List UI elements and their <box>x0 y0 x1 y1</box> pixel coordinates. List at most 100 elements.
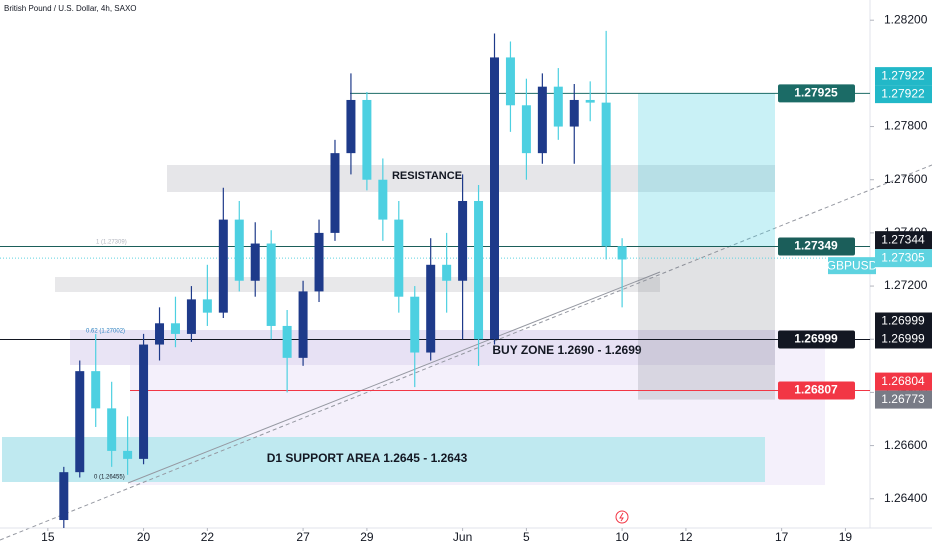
candle-body <box>442 264 452 281</box>
candle-body <box>458 200 468 281</box>
candle-body <box>298 291 308 358</box>
candle-body <box>362 99 372 180</box>
x-tick-label: 29 <box>360 530 374 544</box>
x-tick-label: 15 <box>41 530 55 544</box>
x-tick-label: 12 <box>679 530 693 544</box>
candle-body <box>266 243 276 326</box>
y-tick-label: 1.28200 <box>884 12 928 26</box>
candle-body <box>314 232 324 292</box>
candle-body <box>346 99 356 154</box>
candle-body <box>202 299 212 313</box>
axis-tag: 1.26773 <box>875 390 932 409</box>
price-line-label: 1.27349 <box>794 239 838 253</box>
zone-label: D1 SUPPORT AREA 1.2645 - 1.2643 <box>267 451 468 465</box>
axis-tag-bg <box>875 231 932 250</box>
fib-label: 0 (1.26455) <box>94 475 125 481</box>
candle-body <box>553 86 563 127</box>
y-tick-label: 1.27200 <box>884 278 928 292</box>
position-target <box>638 93 775 247</box>
buy-zone <box>70 330 775 365</box>
fib-label: 0.62 (1.27002) <box>86 329 125 335</box>
candle-body <box>474 200 484 340</box>
candle-body <box>569 99 579 127</box>
event-icon-bolt <box>619 512 624 522</box>
axis-tag-bg <box>875 372 932 391</box>
axis-tag: 1.26999 <box>875 330 932 349</box>
axis-tag: 1.26804 <box>875 372 932 391</box>
candle-body <box>330 153 340 233</box>
candle-body <box>186 299 196 334</box>
axis-tag-bg <box>875 67 932 86</box>
position-stop <box>638 246 775 400</box>
axis-tag: 1.27922 <box>875 85 932 104</box>
axis-tag-label: 1.26804 <box>881 374 925 388</box>
candle-body <box>139 344 149 459</box>
x-tick-label: 20 <box>137 530 151 544</box>
y-tick-label: 1.27600 <box>884 172 928 186</box>
axis-tag-bg <box>875 85 932 104</box>
candle-body <box>282 325 292 358</box>
x-tick-label: 17 <box>775 530 789 544</box>
y-tick-label: 1.27800 <box>884 119 928 133</box>
candle-body <box>250 243 260 281</box>
price-line-label: 1.27925 <box>794 85 838 99</box>
resistance-zone <box>167 165 775 192</box>
price-line-label-bg <box>778 237 855 256</box>
x-tick-label: 27 <box>296 530 310 544</box>
axis-tag-bg <box>875 390 932 409</box>
candle-body <box>585 99 595 103</box>
axis-tag-label: 1.26773 <box>881 392 925 406</box>
trendline <box>127 271 661 484</box>
minor-zone <box>55 277 660 292</box>
axis-tag: 1.27305 <box>875 249 932 268</box>
chart-title: British Pound / U.S. Dollar, 4h, SAXO <box>4 4 137 13</box>
x-tick-label: 19 <box>839 530 853 544</box>
drawings: RESISTANCE BUY ZONE 1.2690 - 1.2699 D1 S… <box>0 164 932 541</box>
candle-body <box>394 219 404 297</box>
event-icon[interactable] <box>615 510 629 524</box>
candle-body <box>426 264 436 353</box>
candle-body <box>537 86 547 154</box>
candle-body <box>123 450 133 459</box>
symbol-tag-bg <box>828 257 876 275</box>
zone-label: BUY ZONE 1.2690 - 1.2699 <box>492 343 642 357</box>
axis-tag: 1.27922 <box>875 67 932 86</box>
support-zone <box>2 437 765 482</box>
candle-body <box>489 57 499 340</box>
candle-body <box>601 102 611 247</box>
candle-body <box>107 408 117 451</box>
price-line-label-bg <box>778 330 855 349</box>
x-tick-label: 22 <box>201 530 215 544</box>
candle-body <box>59 472 69 521</box>
candle-body <box>170 323 180 334</box>
candle-body <box>505 57 515 106</box>
candle-body <box>521 105 531 154</box>
x-tick-label: 5 <box>523 530 530 544</box>
axis-tag-label: 1.27922 <box>881 68 925 82</box>
price-line-label-bg <box>778 84 855 103</box>
candle-body <box>75 371 85 473</box>
axis-tag: 1.27344 <box>875 231 932 250</box>
price-line-label: 1.26999 <box>794 332 838 346</box>
candle-body <box>617 246 627 260</box>
zone-label: RESISTANCE <box>392 170 462 182</box>
axis-tag-bg <box>875 249 932 268</box>
axis-tag-label: 1.27922 <box>881 86 925 100</box>
candle-body <box>91 371 101 409</box>
candle-body <box>378 179 388 220</box>
axis-tag-label: 1.27305 <box>881 250 925 264</box>
candle-body <box>234 219 244 281</box>
axis-tag-label: 1.26999 <box>881 332 925 346</box>
x-tick-label: Jun <box>453 530 472 544</box>
axis-tag: 1.26999 <box>875 312 932 331</box>
x-tick-label: 10 <box>615 530 629 544</box>
fib-label: 1 (1.27309) <box>96 240 127 246</box>
axis-tag-label: 1.26999 <box>881 314 925 328</box>
price-line-label: 1.26807 <box>794 383 838 397</box>
axis-tag-label: 1.27344 <box>881 232 925 246</box>
y-tick-label: 1.26400 <box>884 491 928 505</box>
axis-tag-bg <box>875 312 932 331</box>
axis-tag-bg <box>875 330 932 349</box>
candle-body <box>218 219 228 313</box>
